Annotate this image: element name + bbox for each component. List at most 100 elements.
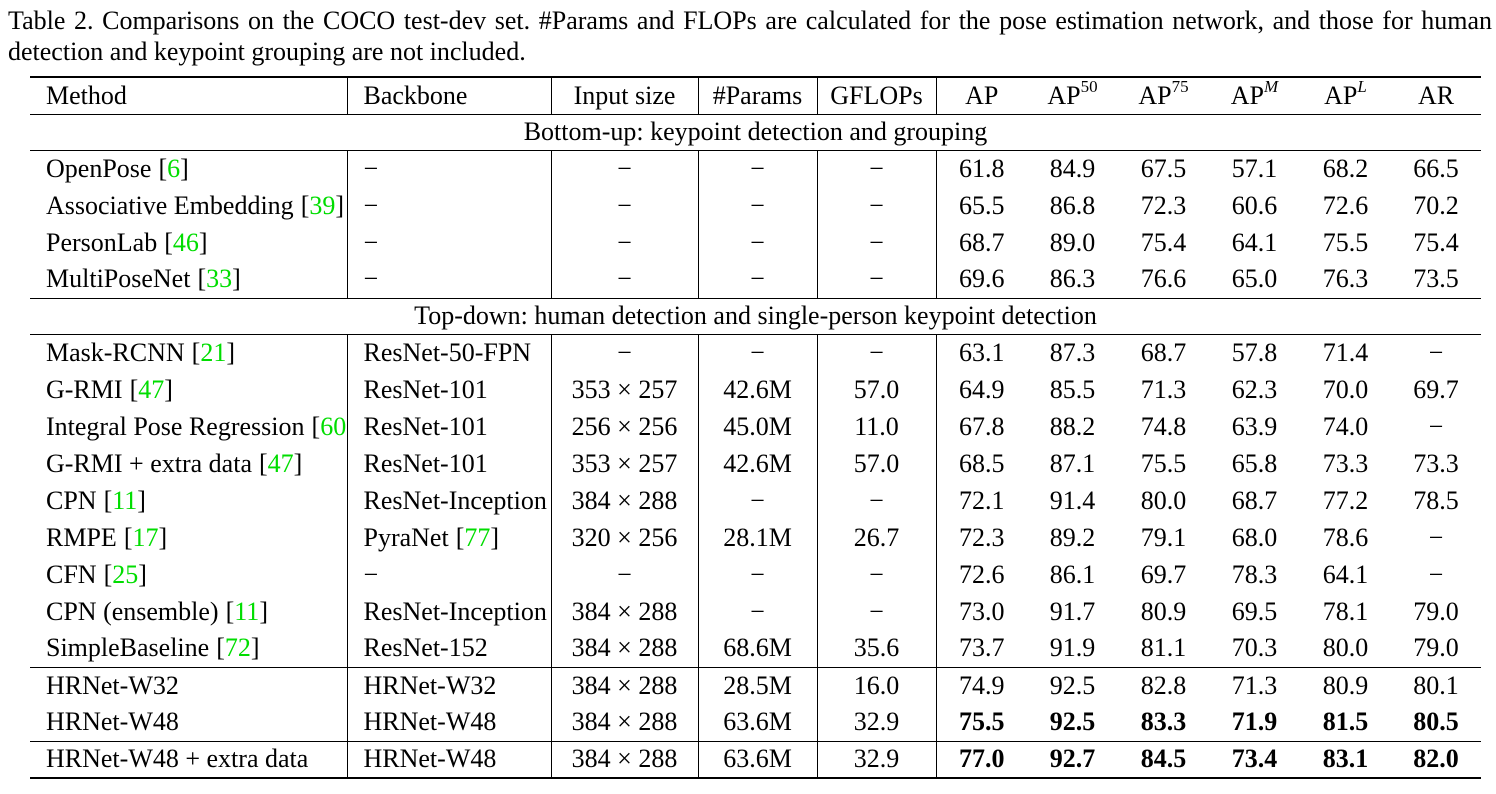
cell-method-label: G-RMI <box>46 374 123 404</box>
cell-metric: 73.4 <box>1209 741 1300 779</box>
section-header: Bottom-up: keypoint detection and groupi… <box>30 114 1481 151</box>
cell-backbone: HRNet-W32 <box>347 667 552 704</box>
cell-metric: − <box>1428 411 1444 441</box>
cell-method-label: HRNet-W48 <box>46 707 179 737</box>
cell-metric: 80.9 <box>1140 596 1187 626</box>
cell-backbone-label: ResNet-152 <box>363 633 488 663</box>
cell-gflops: 57.0 <box>817 371 937 408</box>
cell-metric: 82.0 <box>1391 741 1481 779</box>
cell-gflops: − <box>817 482 937 519</box>
header-row: Method Backbone Input size #Params GFLOP… <box>30 77 1481 115</box>
table-row: PersonLab [46] − − − −68.7 89.0 75.4 64.1 75.5 75.… <box>30 224 1481 261</box>
cell-metric: 80.9 <box>1322 670 1369 700</box>
cell-metric: 75.5 <box>1322 227 1369 257</box>
cell-metric: 75.4 <box>1413 227 1459 257</box>
cell-gflops: − <box>817 150 937 187</box>
cell-metric: 74.9 <box>959 670 1005 700</box>
table-row: Integral Pose Regression[60] ResNet-101 25… <box>30 408 1481 445</box>
cell-method-label: CFN <box>46 559 97 589</box>
cell-metric: 68.0 <box>1231 522 1278 552</box>
cell-backbone-label: ResNet-Inception <box>363 485 547 515</box>
cell-metric: 69.6 <box>936 261 1027 299</box>
citation: [39] <box>301 191 344 220</box>
cell-metric: 63.1 <box>959 337 1005 367</box>
citation-close-bracket: ] <box>137 485 146 515</box>
cell-backbone: − <box>347 150 552 187</box>
citation: [21] <box>192 338 235 367</box>
citation-open-bracket: [ <box>300 190 310 220</box>
cell-metric: 60.6 <box>1231 190 1278 220</box>
section-band-row: Bottom-up: keypoint detection and groupi… <box>30 114 1481 151</box>
cell-input-size: − <box>551 224 699 261</box>
cell-metric: 78.6 <box>1322 522 1369 552</box>
cell-method: Integral Pose Regression[60] <box>30 408 348 445</box>
citation-open-bracket: [ <box>103 485 113 515</box>
cell-metric: 69.5 <box>1231 596 1278 626</box>
cell-backbone: ResNet-101 <box>347 371 552 408</box>
cell-method: PersonLab [46] <box>30 224 348 261</box>
cell-method: Mask-RCNN [21] <box>30 334 348 371</box>
cell-backbone: − <box>347 556 552 593</box>
cell-backbone: HRNet-W48 <box>347 704 552 742</box>
cell-input-size: − <box>551 261 699 299</box>
column-header-gflops: GFLOPs <box>817 77 937 115</box>
cell-metric: 92.5 <box>1027 704 1118 742</box>
cell-method-label: HRNet-W48 + extra data <box>46 744 309 774</box>
cell-backbone-label: − <box>363 153 379 183</box>
cell-method: CPN [11] <box>30 482 348 519</box>
cell-metric: 57.1 <box>1231 153 1278 183</box>
cell-metric: 72.6 <box>1322 190 1369 220</box>
cell-metric: 89.2 <box>1049 522 1096 552</box>
cell-metric: 91.9 <box>1027 630 1118 668</box>
cell-metric: 66.5 <box>1413 153 1459 183</box>
cell-metric: 70.3 <box>1209 630 1300 668</box>
metric-header-base: AP <box>1138 80 1172 110</box>
metric-header-superscript: 50 <box>1080 77 1098 97</box>
comparison-table: Method Backbone Input size #Params GFLOP… <box>30 76 1481 779</box>
cell-input-size: 353 × 257 <box>551 445 699 482</box>
column-header-input-size: Input size <box>551 77 699 115</box>
cell-backbone-label: PyraNet <box>363 522 449 552</box>
cell-input-size: 384 × 288 <box>551 482 699 519</box>
section-header: Top-down: human detection and single-per… <box>30 298 1481 335</box>
column-header-metric: AP <box>936 77 1027 115</box>
cell-gflops: 26.7 <box>817 519 937 556</box>
cell-gflops: 57.0 <box>817 445 937 482</box>
cell-metric: 57.8 <box>1231 337 1278 367</box>
cell-metric: 77.2 <box>1322 485 1369 515</box>
cell-metric: 67.8 <box>959 411 1005 441</box>
cell-input-size: 384 × 288 <box>551 593 699 630</box>
cell-metric: 92.5 <box>1049 670 1096 700</box>
cell-params: − <box>698 334 818 371</box>
cell-method-label: Associative Embedding <box>46 190 294 220</box>
table-row: CPN [11] ResNet-Inception 384 × 288− −72.1 91… <box>30 482 1481 519</box>
cell-gflops: − <box>817 334 937 371</box>
cell-metric: 68.7 <box>1231 485 1278 515</box>
cell-backbone: − <box>347 187 552 224</box>
cell-method: Associative Embedding [39] <box>30 187 348 224</box>
citation-number: 11 <box>112 485 138 515</box>
cell-metric: 85.5 <box>1049 374 1096 404</box>
cell-metric: 70.0 <box>1322 374 1369 404</box>
cell-params: 42.6M <box>698 371 818 408</box>
cell-method: OpenPose [6] <box>30 150 348 187</box>
cell-backbone-label: − <box>363 264 379 294</box>
citation: [60] <box>312 412 346 441</box>
cell-metric: 68.5 <box>959 448 1005 478</box>
cell-params: − <box>698 224 818 261</box>
cell-method-label: CPN (ensemble) <box>46 596 219 626</box>
cell-metric: 79.1 <box>1140 522 1187 552</box>
cell-metric: 89.0 <box>1049 227 1096 257</box>
cell-metric: 74.8 <box>1140 411 1187 441</box>
cell-input-size: 384 × 288 <box>551 667 699 704</box>
cell-metric: 68.2 <box>1322 153 1369 183</box>
table-row: CFN [25] − − − −72.6 86.1 69.7 78.3 64.1− <box>30 556 1481 593</box>
cell-backbone-label: ResNet-50-FPN <box>363 337 532 367</box>
cell-metric: 68.7 <box>1140 337 1187 367</box>
cell-metric: 75.5 <box>936 704 1027 742</box>
cell-backbone: ResNet-50-FPN <box>347 334 552 371</box>
cell-metric: 69.7 <box>1140 559 1187 589</box>
cell-metric: 76.3 <box>1300 261 1391 299</box>
cell-metric: 69.7 <box>1413 374 1459 404</box>
citation-open-bracket: [ <box>216 633 225 663</box>
